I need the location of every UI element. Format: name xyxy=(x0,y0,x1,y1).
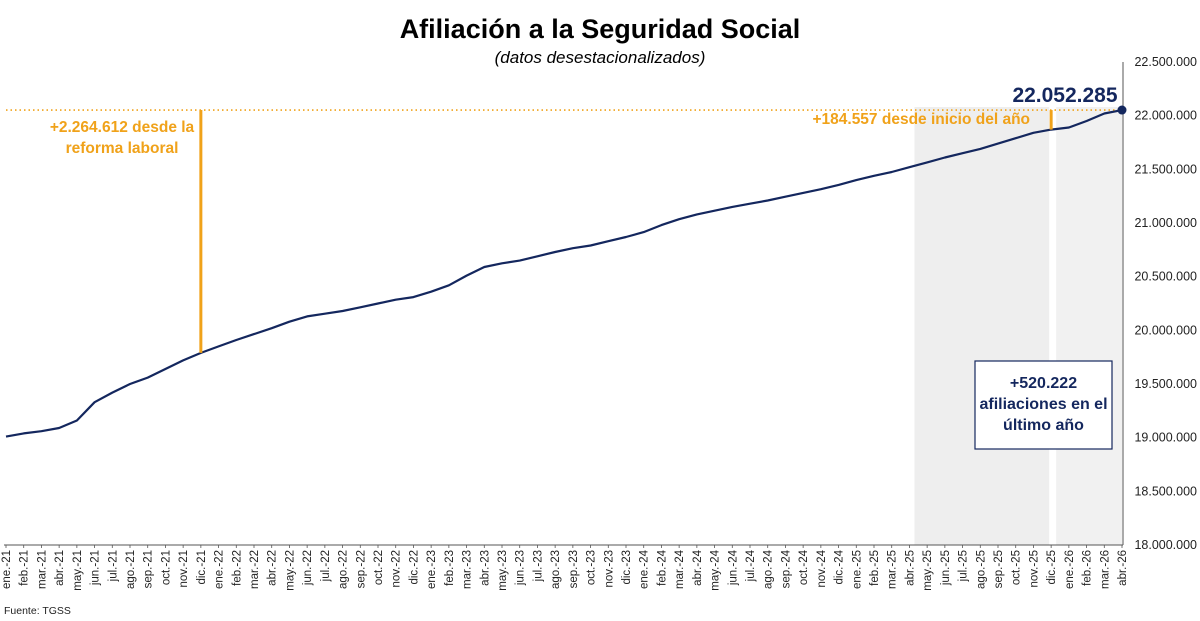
x-tick-label: may.-23 xyxy=(497,550,509,591)
x-tick-label: dic.-21 xyxy=(196,550,208,585)
x-tick-label: dic.-24 xyxy=(834,549,846,584)
x-tick-label: ago.-24 xyxy=(763,549,775,589)
x-tick-label: ene.-22 xyxy=(214,550,226,589)
x-tick-label: dic.-23 xyxy=(621,550,633,585)
x-tick-label: nov.-25 xyxy=(1028,550,1040,588)
x-tick-label: ago.-23 xyxy=(550,550,562,589)
y-tick-label: 21.500.000 xyxy=(1134,162,1197,176)
y-tick-label: 20.000.000 xyxy=(1134,323,1197,337)
x-tick-label: ene.-26 xyxy=(1064,550,1076,589)
x-tick-label: jun.-22 xyxy=(302,550,314,586)
x-tick-label: ago.-21 xyxy=(125,550,137,589)
x-tick-label: ene.-24 xyxy=(639,549,651,589)
x-tick-label: oct.-22 xyxy=(373,550,385,585)
x-tick-label: mar.-24 xyxy=(674,549,686,589)
x-tick-label: feb.-25 xyxy=(869,550,881,586)
y-tick-label: 22.000.000 xyxy=(1134,109,1197,123)
x-tick-label: nov.-23 xyxy=(603,550,615,588)
x-tick-label: mar.-25 xyxy=(887,550,899,589)
x-tick-label: may.-24 xyxy=(710,549,722,590)
x-tick-label: jul.-24 xyxy=(745,549,757,582)
x-tick-label: feb.-22 xyxy=(231,550,243,586)
ultimo-anio-annotation: último año xyxy=(1003,417,1084,434)
x-tick-label: mar.-23 xyxy=(462,550,474,589)
reforma-laboral-annotation: reforma laboral xyxy=(66,140,179,157)
x-tick-label: abr.-24 xyxy=(692,549,704,585)
x-tick-label: feb.-21 xyxy=(19,550,31,586)
x-tick-label: ene.-21 xyxy=(1,550,13,589)
x-tick-label: may.-21 xyxy=(72,550,84,591)
x-tick-label: may.-22 xyxy=(284,550,296,591)
x-tick-label: oct.-25 xyxy=(1011,550,1023,585)
y-tick-label: 18.500.000 xyxy=(1134,484,1197,498)
x-tick-label: oct.-21 xyxy=(160,550,172,585)
last-point-marker xyxy=(1117,105,1127,115)
x-tick-label: may.-25 xyxy=(922,550,934,591)
axes xyxy=(4,62,1124,546)
x-tick-label: jun.-24 xyxy=(727,549,739,586)
x-tick-label: mar.-22 xyxy=(249,550,261,589)
x-tick-label: oct.-24 xyxy=(798,549,810,585)
x-tick-label: sep.-25 xyxy=(993,550,1005,588)
y-tick-labels: 18.000.000 18.500.000 19.000.000 19.500.000… xyxy=(1134,55,1197,552)
x-tick-label: sep.-22 xyxy=(355,550,367,588)
chart-title: Afiliación a la Seguridad Social xyxy=(400,14,801,44)
x-tick-label: dic.-25 xyxy=(1046,550,1058,585)
y-tick-label: 18.000.000 xyxy=(1134,538,1197,552)
y-tick-label: 19.000.000 xyxy=(1134,431,1197,445)
reforma-laboral-annotation: +2.264.612 desde la xyxy=(50,119,195,136)
x-tick-label: ene.-23 xyxy=(426,550,438,589)
y-tick-label: 22.500.000 xyxy=(1134,55,1197,69)
x-tick-label: jun.-25 xyxy=(940,550,952,586)
x-tick-label: sep.-24 xyxy=(780,549,792,588)
x-tick-label: oct.-23 xyxy=(586,550,598,585)
x-tick-label: ene.-25 xyxy=(851,550,863,589)
x-tick-label: mar.-26 xyxy=(1099,550,1111,589)
x-tick-label: nov.-24 xyxy=(816,549,828,587)
series-line xyxy=(5,109,1123,438)
x-tick-label: mar.-21 xyxy=(36,550,48,589)
x-tick-label: abr.-25 xyxy=(904,550,916,586)
x-tick-labels: ene.-21 feb.-21 mar.-21 abr.-21 may.-21 jun.-… xyxy=(1,545,1129,591)
x-tick-label: abr.-22 xyxy=(267,550,279,586)
y-tick-label: 20.500.000 xyxy=(1134,270,1197,284)
last-value-label: 22.052.285 xyxy=(1012,84,1117,107)
source-note: Fuente: TGSS xyxy=(4,605,71,617)
x-tick-label: nov.-22 xyxy=(391,550,403,588)
ultimo-anio-box xyxy=(974,360,1113,450)
x-tick-label: jun.-21 xyxy=(90,550,102,586)
y-tick-label: 21.000.000 xyxy=(1134,216,1197,230)
x-tick-label: jul.-21 xyxy=(107,550,119,582)
x-tick-label: ago.-25 xyxy=(975,550,987,589)
x-tick-label: jul.-23 xyxy=(532,550,544,582)
ultimo-anio-annotation: afiliaciones en el xyxy=(979,396,1107,413)
x-tick-label: nov.-21 xyxy=(178,550,190,588)
shaded-region xyxy=(914,107,1050,545)
series-line-layer xyxy=(5,105,1127,438)
x-tick-label: jul.-25 xyxy=(958,550,970,582)
inicio-anio-annotation: +184.557 desde inicio del año xyxy=(812,111,1030,128)
x-tick-label: jun.-23 xyxy=(515,550,527,586)
shaded-regions xyxy=(914,107,1122,545)
x-tick-label: abr.-26 xyxy=(1117,550,1129,586)
x-tick-label: abr.-21 xyxy=(54,550,66,586)
x-tick-label: ago.-22 xyxy=(338,550,350,589)
shaded-region xyxy=(1056,107,1122,545)
x-tick-label: abr.-23 xyxy=(479,550,491,586)
x-tick-label: sep.-23 xyxy=(568,550,580,588)
x-tick-label: sep.-21 xyxy=(143,550,155,588)
y-tick-label: 19.500.000 xyxy=(1134,377,1197,391)
ultimo-anio-annotation: +520.222 xyxy=(1010,375,1077,392)
chart-subtitle: (datos desestacionalizados) xyxy=(495,48,706,67)
x-tick-label: jul.-22 xyxy=(320,550,332,582)
annotations: 22.052.285 +2.264.612 desde la reforma lab… xyxy=(50,84,1118,450)
x-tick-label: feb.-23 xyxy=(444,550,456,586)
x-tick-label: feb.-26 xyxy=(1082,550,1094,586)
x-tick-label: dic.-22 xyxy=(408,550,420,585)
x-tick-label: feb.-24 xyxy=(656,549,668,585)
